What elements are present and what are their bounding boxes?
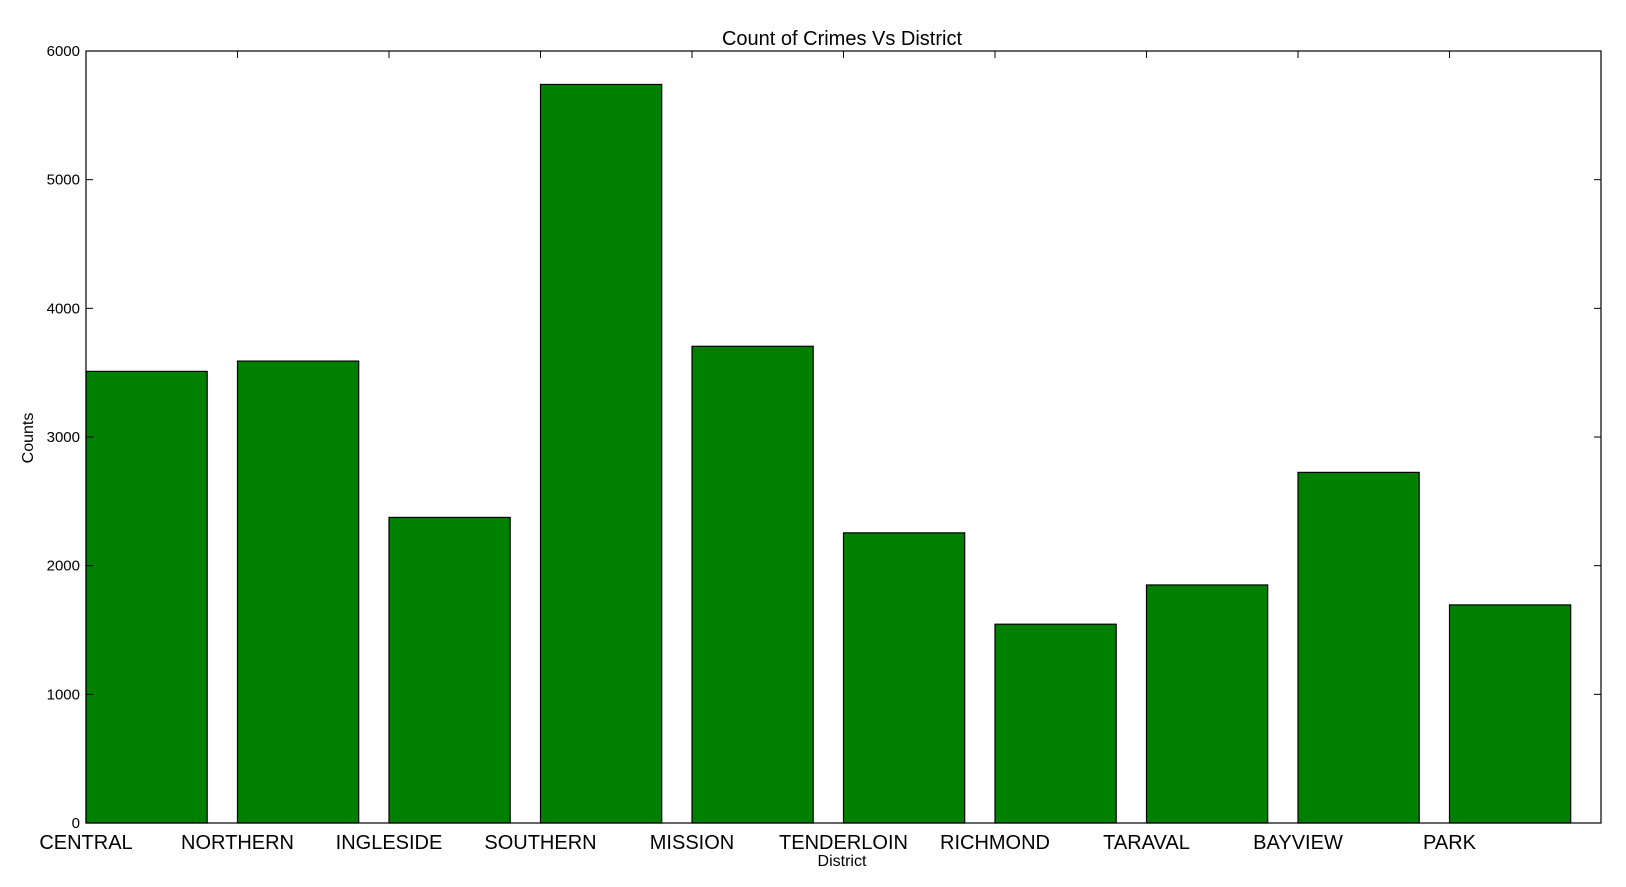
x-tick-label-bayview: BAYVIEW (1253, 832, 1343, 854)
bar-mission (691, 345, 814, 824)
x-tick-label-southern: SOUTHERN (484, 832, 596, 854)
x-tick-label-taraval: TARAVAL (1103, 832, 1190, 854)
bar-tenderloin (842, 532, 966, 824)
bar-taraval (1145, 584, 1269, 824)
y-tick-label: 3000 (47, 429, 80, 446)
x-tick-label-ingleside: INGLESIDE (336, 832, 443, 854)
x-tick-label-central: CENTRAL (39, 832, 132, 854)
y-axis-label: Counts (20, 413, 37, 464)
y-tick-label: 1000 (47, 686, 80, 703)
y-tick-label: 2000 (47, 558, 80, 575)
x-tick-label-richmond: RICHMOND (940, 832, 1050, 854)
plot-frame (85, 50, 1602, 824)
y-tick-label: 0 (72, 815, 80, 832)
y-tick-label: 6000 (47, 43, 80, 60)
y-ticks-group: 0 1000 2000 3000 4000 5000 6000 (47, 43, 1601, 832)
x-tick-label-mission: MISSION (650, 832, 734, 854)
x-tick-label-park: PARK (1423, 832, 1477, 854)
y-tick-label: 4000 (47, 300, 80, 317)
bar-southern (539, 83, 663, 824)
x-ticks-group: CENTRAL NORTHERN INGLESIDE SOUTHERN MISSION T… (39, 51, 1477, 854)
bar-park (1448, 604, 1572, 824)
bar-northern (236, 360, 360, 824)
x-tick-label-northern: NORTHERN (181, 832, 294, 854)
x-tick-label-tenderloin: TENDERLOIN (779, 832, 908, 854)
bar-ingleside (388, 516, 511, 824)
bar-central (85, 370, 208, 824)
x-axis-label: District (818, 853, 867, 870)
bar-bayview (1297, 471, 1420, 824)
bar-richmond (994, 623, 1117, 824)
y-tick-label: 5000 (47, 172, 80, 189)
bars-group (85, 83, 1572, 824)
chart-title: Count of Crimes Vs District (722, 28, 962, 50)
